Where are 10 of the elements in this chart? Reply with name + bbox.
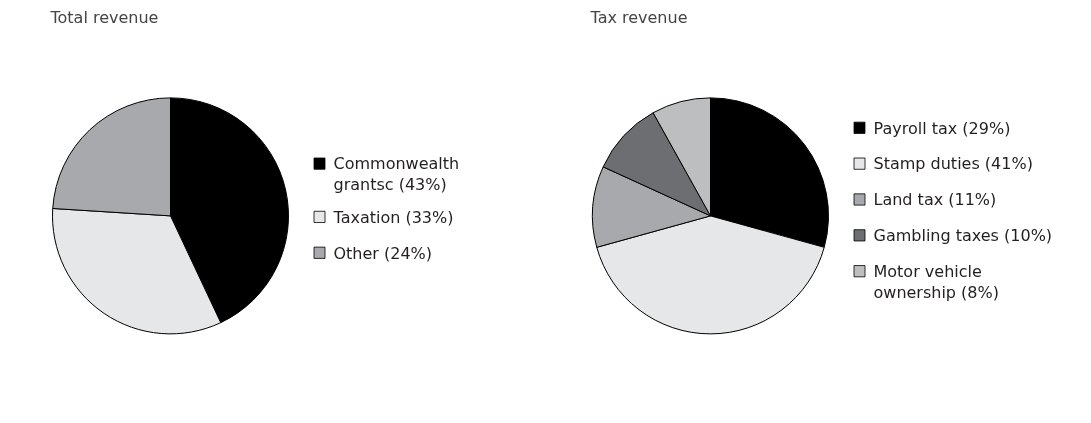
legend-label: Stamp duties (41%) [873,154,1033,174]
chart-title: Tax revenue [589,7,688,27]
legend-label: Other (24%) [333,243,433,263]
legend-label: Motor vehicle ownership (8%) [873,261,999,302]
legend-label: Land tax (11%) [873,190,997,210]
legend-label: Payroll tax (29%) [873,118,1011,138]
legend-label: Commonwealth grantsc (43%) [333,154,460,195]
chart-title: Total revenue [49,7,159,27]
legend-label: Taxation (33%) [332,207,454,227]
legend-label: Gambling taxes (10%) [873,226,1053,246]
